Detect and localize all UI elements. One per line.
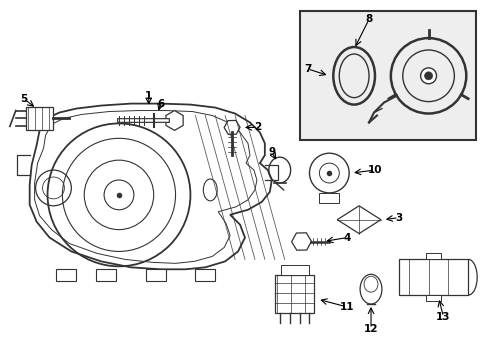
Text: 10: 10 xyxy=(367,165,382,175)
Circle shape xyxy=(424,72,432,80)
Text: 7: 7 xyxy=(303,64,310,74)
Text: 8: 8 xyxy=(365,14,372,24)
FancyBboxPatch shape xyxy=(96,269,116,281)
FancyBboxPatch shape xyxy=(56,269,76,281)
Text: 1: 1 xyxy=(145,91,152,101)
Text: 12: 12 xyxy=(363,324,378,334)
FancyBboxPatch shape xyxy=(195,269,215,281)
FancyBboxPatch shape xyxy=(299,11,475,140)
Text: 6: 6 xyxy=(157,99,164,109)
Text: 5: 5 xyxy=(20,94,27,104)
FancyBboxPatch shape xyxy=(425,295,441,301)
FancyBboxPatch shape xyxy=(145,269,165,281)
FancyBboxPatch shape xyxy=(274,275,314,313)
FancyBboxPatch shape xyxy=(398,260,468,295)
FancyBboxPatch shape xyxy=(26,107,53,130)
Text: 4: 4 xyxy=(343,233,350,243)
Text: 11: 11 xyxy=(339,302,354,312)
Text: 9: 9 xyxy=(268,147,275,157)
Text: 13: 13 xyxy=(435,312,450,322)
Text: 3: 3 xyxy=(394,213,402,223)
FancyBboxPatch shape xyxy=(319,193,339,203)
Text: 2: 2 xyxy=(254,122,261,132)
FancyBboxPatch shape xyxy=(280,265,308,275)
Circle shape xyxy=(420,68,436,84)
FancyBboxPatch shape xyxy=(425,253,441,260)
